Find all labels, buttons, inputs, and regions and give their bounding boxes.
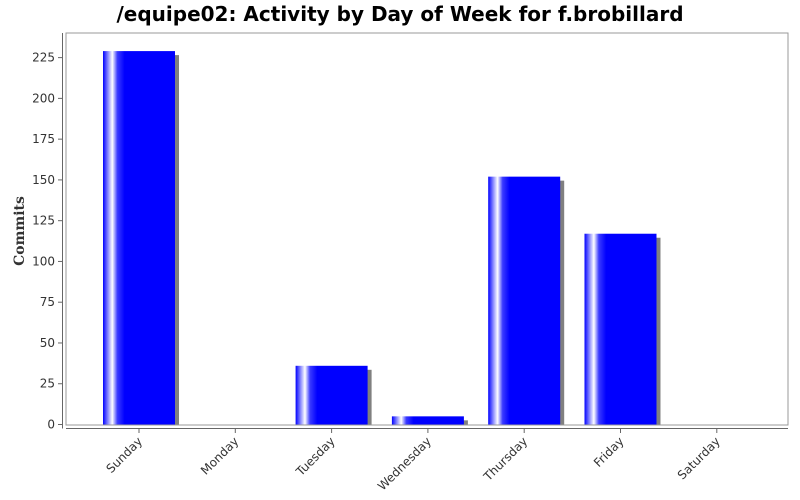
- bar: [488, 176, 561, 425]
- bar: [584, 233, 657, 425]
- y-tick-label: 75: [40, 295, 55, 309]
- x-tick-label: Friday: [591, 434, 627, 470]
- x-tick-label: Sunday: [103, 434, 145, 476]
- y-tick-label: 175: [32, 132, 55, 146]
- y-axis: 0 25 50 75 100 125 150 175 200 225: [32, 33, 63, 432]
- x-tick-label: Saturday: [675, 434, 723, 482]
- bar: [103, 51, 175, 425]
- y-tick-label: 125: [32, 214, 55, 228]
- x-axis: Sunday Monday Tuesday Wednesday Thursday Frid…: [66, 428, 788, 493]
- x-tick-label: Tuesday: [293, 434, 338, 479]
- y-tick-label: 225: [32, 51, 55, 65]
- chart-title: /equipe02: Activity by Day of Week for f…: [116, 2, 684, 26]
- bar: [295, 365, 368, 425]
- y-tick-label: 0: [47, 418, 55, 432]
- bar: [391, 416, 464, 425]
- y-tick-label: 100: [32, 254, 55, 268]
- x-tick-label: Wednesday: [375, 434, 434, 493]
- y-tick-label: 150: [32, 173, 55, 187]
- y-axis-label: Commits: [12, 196, 28, 266]
- y-tick-label: 50: [40, 336, 55, 350]
- x-tick-label: Monday: [198, 434, 241, 477]
- y-tick-label: 200: [32, 91, 55, 105]
- bars: [103, 51, 657, 425]
- y-tick-label: 25: [40, 377, 55, 391]
- plot-area: [65, 32, 789, 426]
- x-tick-label: Thursday: [480, 434, 530, 484]
